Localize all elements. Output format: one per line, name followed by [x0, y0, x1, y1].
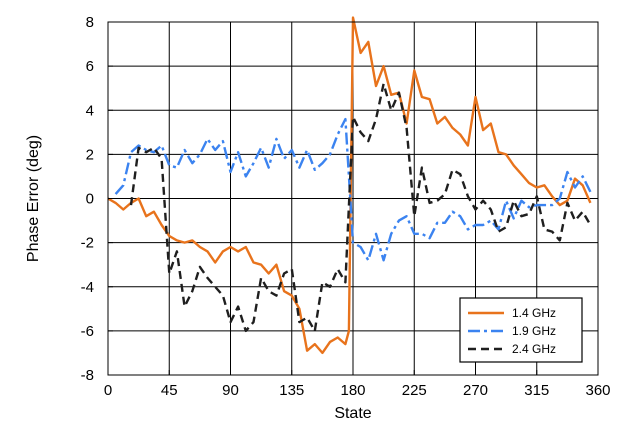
x-tick-label: 45 — [161, 382, 178, 399]
y-tick-label: 8 — [86, 14, 94, 31]
y-axis-ticks: -8 -6 -4 -2 0 2 4 6 8 — [81, 14, 113, 384]
legend-box — [459, 297, 583, 363]
x-tick-label: 360 — [585, 382, 610, 399]
series-line-2 — [114, 117, 592, 262]
series-line-1 — [107, 16, 592, 355]
x-tick-label: 270 — [463, 382, 488, 399]
x-axis-ticks: 0 45 90 135 180 225 270 315 360 — [104, 370, 611, 399]
series-line-3 — [129, 82, 592, 333]
y-tick-label: -8 — [81, 367, 94, 384]
x-tick-label: 315 — [524, 382, 549, 399]
y-tick-label: 0 — [86, 191, 94, 208]
legend-label: 2.4 GHz — [512, 342, 556, 356]
y-tick-label: -6 — [81, 323, 94, 340]
y-axis-title: Phase Error (deg) — [25, 135, 42, 262]
y-tick-label: -4 — [81, 279, 94, 296]
y-tick-label: 2 — [86, 146, 94, 163]
legend-label: 1.9 GHz — [512, 324, 556, 338]
legend-label: 1.4 GHz — [512, 306, 556, 320]
legend: 1.4 GHz 1.9 GHz 2.4 GHz — [459, 297, 583, 363]
y-tick-label: -2 — [81, 235, 94, 252]
x-tick-label: 135 — [279, 382, 304, 399]
x-tick-label: 90 — [222, 382, 239, 399]
x-tick-label: 0 — [104, 382, 112, 399]
y-tick-label: 6 — [86, 58, 94, 75]
series-layer — [107, 16, 592, 355]
y-tick-label: 4 — [86, 102, 94, 119]
x-tick-label: 180 — [340, 382, 365, 399]
x-tick-label: 225 — [402, 382, 427, 399]
x-axis-title: State — [334, 405, 371, 422]
